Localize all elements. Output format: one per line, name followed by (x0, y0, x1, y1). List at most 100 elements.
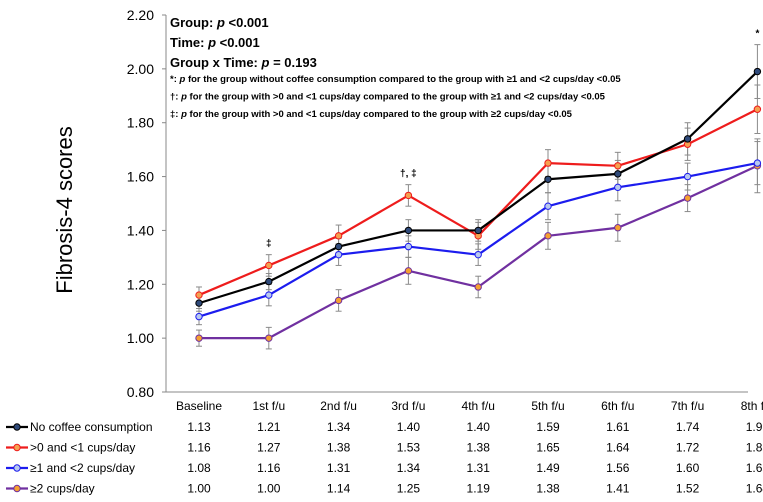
footnote-text: for the group without coffee consumption… (185, 74, 621, 85)
table-cell: 1.99 (746, 420, 763, 434)
table-cell: 1.49 (536, 461, 560, 475)
data-point (334, 242, 343, 251)
data-point (265, 291, 273, 299)
legend-marker (13, 423, 21, 431)
x-tick-label: 3rd f/u (391, 399, 425, 413)
data-point (544, 202, 552, 210)
data-point (404, 191, 413, 200)
stat-line: Group: p <0.001 (170, 15, 269, 30)
table-cell: 1.59 (536, 420, 560, 434)
x-tick-label: 4th f/u (462, 399, 495, 413)
footnote-line: †: p for the group with >0 and <1 cups/d… (170, 92, 606, 103)
data-point (683, 172, 692, 181)
data-point (683, 135, 692, 143)
table-cell: 1.13 (187, 420, 211, 434)
footnote-p: p (179, 74, 186, 85)
data-point (195, 312, 203, 321)
table-cell: 1.40 (397, 420, 421, 434)
data-point (753, 67, 762, 76)
legend-label: No coffee consumption (30, 420, 153, 434)
data-point (544, 159, 552, 167)
y-tick-label: 0.80 (127, 384, 154, 400)
data-point (265, 261, 273, 270)
stat-line: Time: p <0.001 (170, 35, 260, 50)
legend-marker (13, 443, 21, 452)
table-cell: 1.65 (536, 441, 560, 455)
stat-label: Group: (170, 15, 217, 30)
footnote-symbol: *: (170, 74, 180, 85)
data-point (404, 267, 413, 275)
y-tick-label: 2.00 (127, 61, 154, 77)
significance-mark: †, ‡ (400, 169, 417, 180)
table-cell: 1.61 (606, 420, 630, 434)
legend-label: ≥2 cups/day (30, 482, 95, 496)
table-cell: 1.60 (676, 461, 700, 475)
footnote-symbol: ‡: (170, 109, 181, 120)
data-point (614, 162, 622, 170)
footnote-text: for the group with >0 and <1 cups/day co… (187, 109, 573, 120)
table-cell: 1.34 (327, 420, 351, 434)
error-bars (196, 44, 761, 350)
y-tick-label: 1.80 (127, 115, 154, 131)
data-point (195, 291, 203, 299)
table-cell: 1.85 (746, 441, 763, 455)
data-point (334, 250, 343, 259)
footnote-p: p (180, 109, 187, 120)
table-cell: 1.00 (257, 482, 281, 496)
series-line (198, 108, 758, 297)
table-cell: 1.14 (327, 482, 351, 496)
data-point (614, 224, 622, 232)
legend-label: >0 and <1 cups/day (30, 441, 135, 455)
table-cell: 1.38 (536, 482, 560, 496)
y-tick-label: 1.40 (127, 222, 154, 238)
table-cell: 1.53 (397, 441, 421, 455)
stat-line: Group x Time: p = 0.193 (170, 55, 317, 70)
table-cell: 1.65 (746, 461, 763, 475)
table-cell: 1.31 (467, 461, 491, 475)
table-cell: 1.52 (676, 482, 700, 496)
footnote-p: p (180, 92, 187, 103)
stat-value: <0.001 (216, 35, 260, 50)
table-cell: 1.21 (257, 420, 281, 434)
data-point (195, 299, 203, 307)
table-cell: 1.27 (257, 441, 281, 455)
stat-value: = 0.193 (269, 55, 316, 70)
data-point (404, 226, 413, 235)
y-axis-label: Fibrosis-4 scores (52, 126, 77, 293)
axes (165, 15, 748, 393)
x-tick-label: 6th f/u (601, 399, 634, 413)
data-point (334, 296, 343, 305)
table-cell: 1.00 (187, 482, 211, 496)
y-tick-label: 1.20 (127, 276, 154, 292)
data-point (614, 183, 622, 192)
stat-value: <0.001 (225, 15, 269, 30)
y-tick-label: 1.00 (127, 330, 154, 346)
table-cell: 1.19 (467, 482, 491, 496)
data-point (544, 175, 552, 183)
table-cell: 1.56 (606, 461, 630, 475)
y-tick-label: 2.20 (127, 7, 154, 23)
table-cell: 1.16 (187, 441, 211, 455)
table-cell: 1.72 (676, 441, 700, 455)
x-tick-label: 2nd f/u (320, 399, 357, 413)
data-point (474, 283, 482, 291)
legend-label: ≥1 and <2 cups/day (30, 461, 135, 475)
data-point (474, 226, 482, 235)
y-tick-labels: 0.80 1.00 1.20 1.40 1.60 1.80 2.00 2.20 (127, 7, 166, 400)
data-point (195, 334, 203, 342)
footnote-text: for the group with >0 and <1 cups/day co… (187, 92, 606, 103)
stat-p: p (261, 55, 270, 70)
x-tick-label: 7th f/u (671, 399, 704, 413)
table-cell: 1.38 (467, 441, 491, 455)
table-cell: 1.38 (327, 441, 351, 455)
stat-p: p (216, 15, 225, 30)
data-point (544, 232, 552, 240)
table-cell: 1.64 (606, 441, 630, 455)
table-cell: 1.34 (397, 461, 421, 475)
series-line (198, 70, 759, 305)
x-tick-labels: Baseline 1st f/u 2nd f/u 3rd f/u 4th f/u 5th … (176, 399, 763, 413)
footnote-symbol: †: (170, 92, 181, 103)
y-tick-label: 1.60 (127, 169, 154, 185)
significance-annotations: ‡ †, ‡ * (266, 29, 759, 250)
stat-label: Group x Time: (170, 55, 262, 70)
